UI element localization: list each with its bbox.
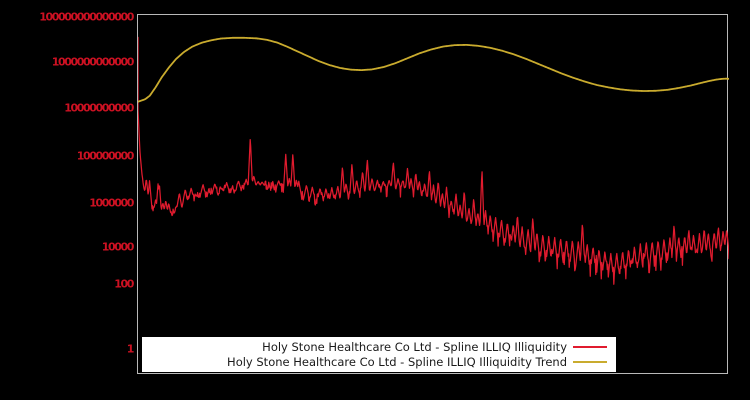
- plot-area: [137, 14, 729, 374]
- y-axis-tick-label: 1: [126, 342, 135, 356]
- series-illiquidity-line: [138, 36, 729, 285]
- legend-color-swatch: [573, 361, 607, 363]
- chart-legend: Holy Stone Healthcare Co Ltd - Spline IL…: [142, 337, 616, 372]
- series-illiquidity-trend-line: [138, 36, 729, 103]
- y-axis-tick-label: 10000: [101, 240, 135, 254]
- y-axis-tick-labels: 100000000000000 1000000000000 10000000000 1…: [0, 0, 135, 400]
- legend-item[interactable]: Holy Stone Healthcare Co Ltd - Spline IL…: [142, 354, 616, 370]
- legend-color-swatch: [573, 346, 607, 348]
- y-axis-tick-label: 1000000000000: [51, 55, 135, 69]
- legend-item-label: Holy Stone Healthcare Co Ltd - Spline IL…: [262, 339, 567, 354]
- y-axis-tick-label: 10000000000: [64, 101, 134, 115]
- y-axis-tick-label: 1000000: [89, 196, 134, 210]
- plot-svg: [138, 36, 729, 285]
- legend-item-label: Holy Stone Healthcare Co Ltd - Spline IL…: [227, 354, 567, 369]
- y-axis-tick-label: 100000000000000: [39, 10, 134, 24]
- y-axis-tick-label: 100000000: [76, 149, 135, 163]
- legend-item[interactable]: Holy Stone Healthcare Co Ltd - Spline IL…: [142, 339, 616, 355]
- y-axis-tick-label: 100: [114, 277, 134, 291]
